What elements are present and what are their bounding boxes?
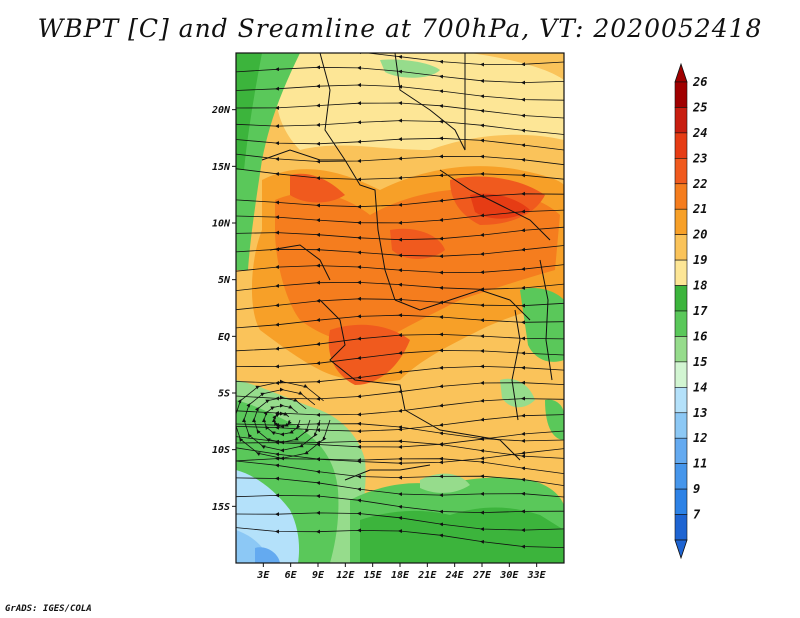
streamline xyxy=(236,226,564,242)
streamline xyxy=(236,379,331,461)
grads-credit: GrADS: IGES/COLA xyxy=(5,604,92,614)
colorbar-label: 13 xyxy=(693,406,707,420)
lon-tick-label: 24E xyxy=(445,570,465,581)
lon-tick-label: 33E xyxy=(527,570,547,581)
streamline xyxy=(236,191,564,209)
longitude-axis: 3E 6E 9E 12E 15E 18E 21E 24E 27E 30E 33E xyxy=(256,563,547,581)
map-title: WBPT [C] and Sreamline at 700hPa, VT: 20… xyxy=(37,14,763,43)
colorbar-label: 16 xyxy=(693,329,707,343)
lat-tick-label: 15N xyxy=(212,162,231,173)
lon-tick-label: 15E xyxy=(364,570,383,581)
colorbar-label: 17 xyxy=(693,304,708,318)
lat-tick-label: 10N xyxy=(212,219,231,230)
streamline xyxy=(236,153,564,166)
lon-tick-label: 30E xyxy=(499,570,519,581)
colorbar-swatch xyxy=(674,285,688,312)
lat-tick-label: 15S xyxy=(212,502,230,513)
colorbar: 26 25 24 23 22 21 20 19 18 17 16 15 14 13 12 11 9 7 xyxy=(674,62,708,560)
lon-tick-label: 27E xyxy=(472,570,492,581)
colorbar-swatch xyxy=(674,234,688,261)
colorbar-swatch xyxy=(674,336,688,363)
colorbar-swatch xyxy=(674,514,688,541)
lon-tick-label: 6E xyxy=(285,570,298,581)
colorbar-label: 25 xyxy=(692,100,707,114)
streamline xyxy=(236,136,564,151)
colorbar-swatch xyxy=(674,208,688,235)
colorbar-label: 11 xyxy=(693,457,707,471)
streamline xyxy=(236,168,564,182)
colorbar-label: 14 xyxy=(693,380,707,394)
streamlines xyxy=(236,53,564,549)
colorbar-max-arrow xyxy=(674,62,688,83)
streamline xyxy=(236,263,564,275)
colorbar-swatch xyxy=(674,488,688,515)
lat-tick-label: 20N xyxy=(211,105,231,116)
colorbar-label: 12 xyxy=(693,431,707,445)
lat-tick-label: 5S xyxy=(218,389,230,400)
streamline xyxy=(236,118,564,135)
colorbar-swatch xyxy=(674,107,688,134)
streamline xyxy=(236,332,564,352)
colorbar-label: 18 xyxy=(693,279,707,293)
colorbar-swatch xyxy=(674,463,688,490)
streamline xyxy=(236,65,564,85)
lat-tick-label: 5N xyxy=(218,275,231,286)
latitude-axis: 20N 15N 10N 5N EQ 5S 10S 15S xyxy=(211,105,236,513)
colorbar-label: 24 xyxy=(692,126,707,140)
lat-tick-label: EQ xyxy=(218,332,230,343)
colorbar-label: 20 xyxy=(692,228,707,242)
colorbar-label: 9 xyxy=(693,482,700,496)
colorbar-swatch xyxy=(674,259,688,286)
colorbar-swatch xyxy=(674,361,688,388)
colorbar-swatch xyxy=(674,81,688,108)
streamline xyxy=(236,83,564,102)
streamline xyxy=(236,209,564,225)
colorbar-label: 15 xyxy=(693,355,707,369)
streamline xyxy=(236,245,564,259)
colorbar-swatch xyxy=(674,158,688,185)
colorbar-label: 26 xyxy=(692,75,707,89)
lon-tick-label: 3E xyxy=(256,570,270,581)
lon-tick-label: 21E xyxy=(417,570,437,581)
streamline xyxy=(236,296,564,311)
lon-tick-label: 18E xyxy=(391,570,410,581)
colorbar-swatch xyxy=(674,437,688,464)
colorbar-swatch xyxy=(674,132,688,159)
colorbar-label: 21 xyxy=(692,202,707,216)
colorbar-label: 19 xyxy=(693,253,707,267)
lat-tick-label: 10S xyxy=(212,445,230,456)
colorbar-swatch xyxy=(674,310,688,337)
streamline xyxy=(236,527,564,549)
streamline xyxy=(236,101,564,119)
colorbar-label: 22 xyxy=(692,177,707,191)
colorbar-min-arrow xyxy=(674,539,688,560)
streamline xyxy=(275,53,564,67)
streamline xyxy=(236,280,564,292)
streamline xyxy=(236,313,564,329)
lon-tick-label: 12E xyxy=(336,570,355,581)
colorbar-swatch xyxy=(674,412,688,439)
lon-tick-label: 9E xyxy=(312,570,325,581)
colorbar-swatch xyxy=(674,387,688,414)
colorbar-label: 7 xyxy=(693,508,701,522)
colorbar-swatch xyxy=(674,183,688,210)
colorbar-label: 23 xyxy=(692,151,707,165)
